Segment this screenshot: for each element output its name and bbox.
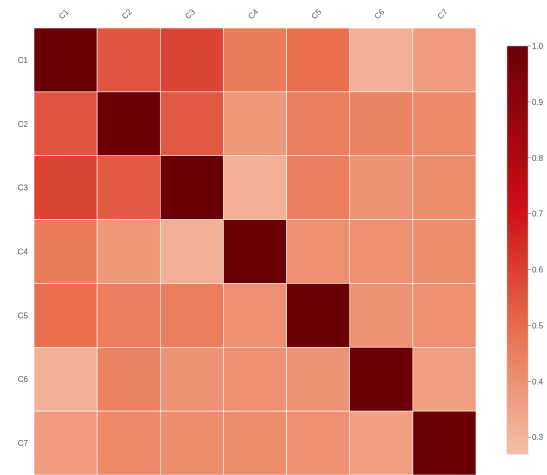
heatmap-cell-C1-C6 — [349, 27, 414, 93]
heatmap-cell-C1-C4 — [223, 27, 287, 93]
heatmap-cell-C4-C2 — [96, 219, 161, 284]
heatmap-cell-C7-C4 — [223, 410, 287, 475]
heatmap-cell-C2-C7 — [412, 91, 477, 157]
colorbar-tick-label: 0.9 — [532, 98, 544, 107]
heatmap-cell-C2-C4 — [223, 91, 287, 157]
x-tick-label: C2 — [120, 7, 134, 21]
heatmap-cell-C1-C2 — [96, 27, 161, 93]
heatmap-cell-C6-C4 — [223, 346, 287, 412]
x-tick-label: C1 — [57, 7, 71, 21]
heatmap-cell-C1-C7 — [412, 27, 477, 93]
heatmap-cell-C3-C4 — [223, 155, 287, 220]
heatmap-cell-C2-C2 — [96, 91, 161, 157]
heatmap-cell-C4-C5 — [286, 219, 351, 284]
colorbar-tick-label: 0.7 — [532, 210, 544, 219]
heatmap-cell-C6-C1 — [33, 346, 98, 412]
heatmap-cell-C7-C7 — [412, 410, 477, 475]
heatmap-cell-C4-C4 — [223, 219, 287, 284]
y-tick-labels: C1 C2 C3 C4 C5 C6 C7 — [18, 56, 29, 448]
heatmap-cell-C7-C3 — [159, 410, 224, 475]
x-tick-label: C5 — [310, 7, 324, 21]
heatmap-cell-C5-C7 — [412, 283, 477, 348]
colorbar-tick-label: 0.6 — [532, 266, 544, 275]
heatmap-cell-C2-C5 — [286, 91, 351, 157]
heatmap-cell-C7-C1 — [33, 410, 98, 475]
heatmap-cell-C3-C3 — [159, 155, 224, 220]
colorbar-tick-label: 1.0 — [532, 42, 544, 51]
heatmap-cell-C5-C1 — [33, 283, 98, 348]
heatmap-cell-C4-C3 — [159, 219, 224, 284]
heatmap-cell-C5-C3 — [159, 283, 224, 348]
heatmap-cell-C6-C5 — [286, 346, 351, 412]
x-tick-label: C6 — [373, 7, 387, 21]
y-tick-label: C2 — [18, 120, 29, 129]
y-tick-label: C7 — [18, 439, 29, 448]
x-tick-labels: C1 C2 C3 C4 C5 C6 C7 — [57, 7, 450, 21]
heatmap-cell-C6-C3 — [159, 346, 224, 412]
heatmap-cell-C2-C6 — [349, 91, 414, 157]
y-tick-label: C1 — [18, 56, 29, 65]
heatmap-cell-C4-C1 — [33, 219, 98, 284]
heatmap-cell-C4-C6 — [349, 219, 414, 284]
heatmap-cell-C5-C5 — [286, 283, 351, 348]
colorbar-tick-labels: 0.3 0.4 0.5 0.6 0.7 0.8 0.9 1.0 — [528, 42, 544, 442]
y-tick-label: C4 — [18, 248, 29, 257]
heatmap-cell-C3-C6 — [349, 155, 414, 220]
heatmap-cells — [33, 27, 477, 475]
colorbar-tick-label: 0.5 — [532, 321, 544, 330]
heatmap-cell-C7-C6 — [349, 410, 414, 475]
heatmap-cell-C5-C2 — [96, 283, 161, 348]
colorbar-tick-label: 0.3 — [532, 433, 544, 442]
y-tick-label: C6 — [18, 375, 29, 384]
heatmap-cell-C5-C6 — [349, 283, 414, 348]
y-tick-label: C5 — [18, 311, 29, 320]
heatmap-cell-C3-C2 — [96, 155, 161, 220]
heatmap-cell-C5-C4 — [223, 283, 287, 348]
heatmap-cell-C2-C3 — [159, 91, 224, 157]
heatmap-cell-C4-C7 — [412, 219, 477, 284]
y-tick-label: C3 — [18, 184, 29, 193]
x-tick-label: C3 — [183, 7, 197, 21]
heatmap-cell-C1-C1 — [33, 27, 98, 93]
x-tick-label: C4 — [246, 7, 260, 21]
heatmap-cell-C1-C5 — [286, 27, 351, 93]
heatmap-cell-C7-C5 — [286, 410, 351, 475]
heatmap-cell-C2-C1 — [33, 91, 98, 157]
colorbar-tick-label: 0.8 — [532, 154, 544, 163]
heatmap-cell-C7-C2 — [96, 410, 161, 475]
colorbar-tick-label: 0.4 — [532, 377, 544, 386]
heatmap-cell-C3-C5 — [286, 155, 351, 220]
heatmap-cell-C3-C7 — [412, 155, 477, 220]
colorbar — [506, 45, 529, 455]
heatmap-cell-C1-C3 — [159, 27, 224, 93]
heatmap-cell-C6-C6 — [349, 346, 414, 412]
heatmap-cell-C3-C1 — [33, 155, 98, 220]
x-tick-label: C7 — [436, 7, 450, 21]
heatmap-cell-C6-C2 — [96, 346, 161, 412]
heatmap-cell-C6-C7 — [412, 346, 477, 412]
